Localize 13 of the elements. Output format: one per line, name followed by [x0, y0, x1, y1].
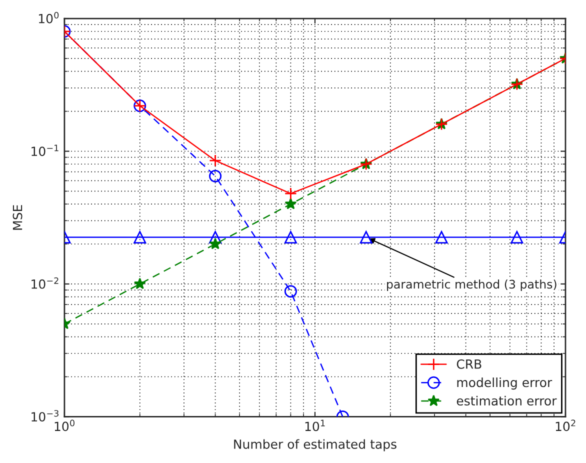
y-axis-title: MSE [12, 205, 22, 230]
x-tick-label: 10$^{2}$ [556, 420, 576, 432]
annotation: parametric method (3 paths) [387, 280, 556, 291]
x-axis-title: Number of estimated taps [234, 439, 396, 452]
legend-label: estimation error [456, 396, 557, 406]
x-tick-label: 10$^{0}$ [54, 420, 74, 432]
y-tick-label: 10$^{−3}$ [32, 410, 58, 422]
legend-label: CRB [456, 359, 482, 369]
y-tick-label: 10$^{−1}$ [32, 144, 58, 156]
y-tick-label: 10$^{−2}$ [32, 277, 58, 289]
y-tick-label: 10$^{0}$ [38, 12, 59, 24]
legend-label: modelling error [457, 378, 552, 390]
x-tick-label: 10$^{1}$ [305, 420, 325, 432]
